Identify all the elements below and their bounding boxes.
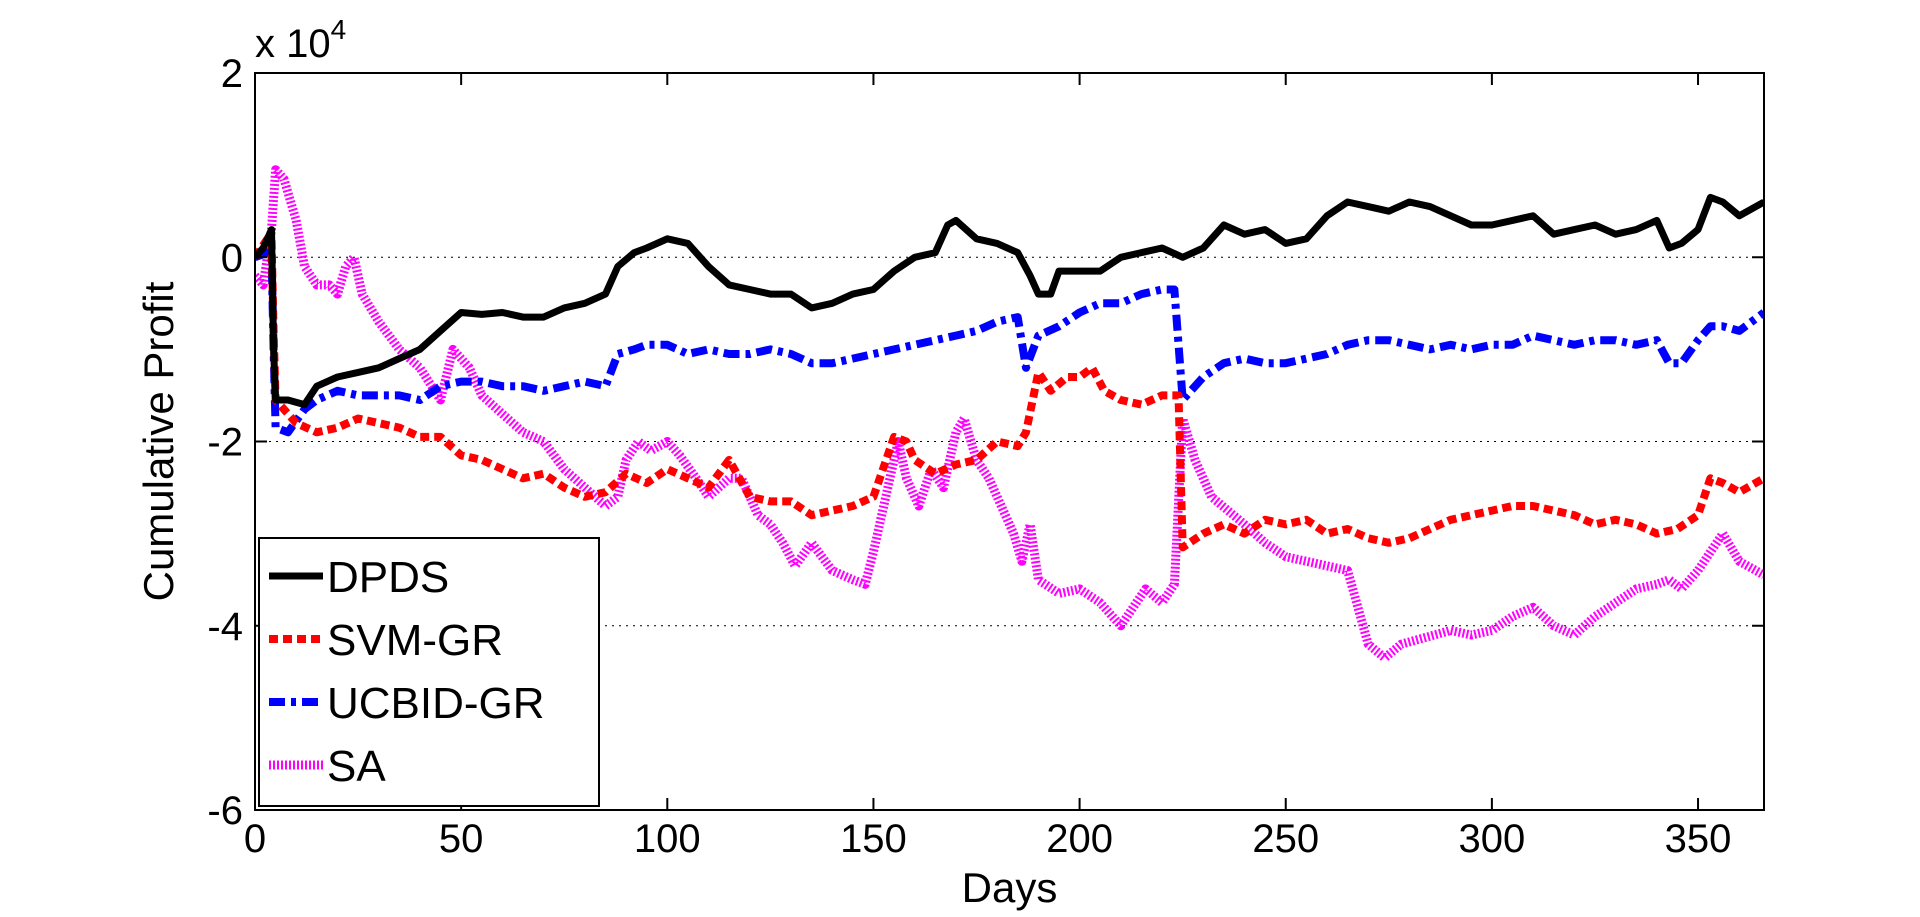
legend-label-sa: SA bbox=[327, 742, 386, 791]
x-tick-label: 300 bbox=[1459, 817, 1526, 861]
x-axis-label: Days bbox=[962, 864, 1058, 911]
series-line-svm-gr bbox=[255, 234, 1764, 552]
x-tick-label: 100 bbox=[634, 817, 701, 861]
y-tick-label: 0 bbox=[221, 236, 243, 280]
legend-label-svm-gr: SVM-GR bbox=[327, 616, 503, 665]
x-tick-label: 200 bbox=[1046, 817, 1113, 861]
y-axis-label: Cumulative Profit bbox=[135, 281, 182, 601]
series-line-sa bbox=[255, 165, 1764, 663]
x-tick-label: 50 bbox=[439, 817, 484, 861]
y-tick-label: 2 bbox=[221, 52, 243, 96]
x-tick-label: 0 bbox=[244, 817, 266, 861]
y-axis-multiplier: x 104 bbox=[255, 14, 346, 66]
legend-label-ucbid-gr: UCBID-GR bbox=[327, 679, 545, 728]
y-tick-label: -4 bbox=[207, 605, 243, 649]
x-tick-label: 250 bbox=[1252, 817, 1319, 861]
y-tick-label: -6 bbox=[207, 789, 243, 833]
legend-label-dpds: DPDS bbox=[327, 553, 449, 602]
series-line-dpds bbox=[255, 193, 1764, 409]
axis-ticks: 0 50 100 150 200 250 300 350 -6 -4 -2 0 2 bbox=[207, 52, 1764, 861]
x-tick-label: 350 bbox=[1665, 817, 1732, 861]
legend: DPDS SVM-GR UCBID-GR SA bbox=[258, 537, 600, 807]
series-lines bbox=[255, 165, 1764, 663]
y-tick-label: -2 bbox=[207, 421, 243, 465]
x-tick-label: 150 bbox=[840, 817, 907, 861]
legend-box bbox=[258, 537, 600, 807]
series-line-ucbid-gr bbox=[255, 248, 1764, 437]
